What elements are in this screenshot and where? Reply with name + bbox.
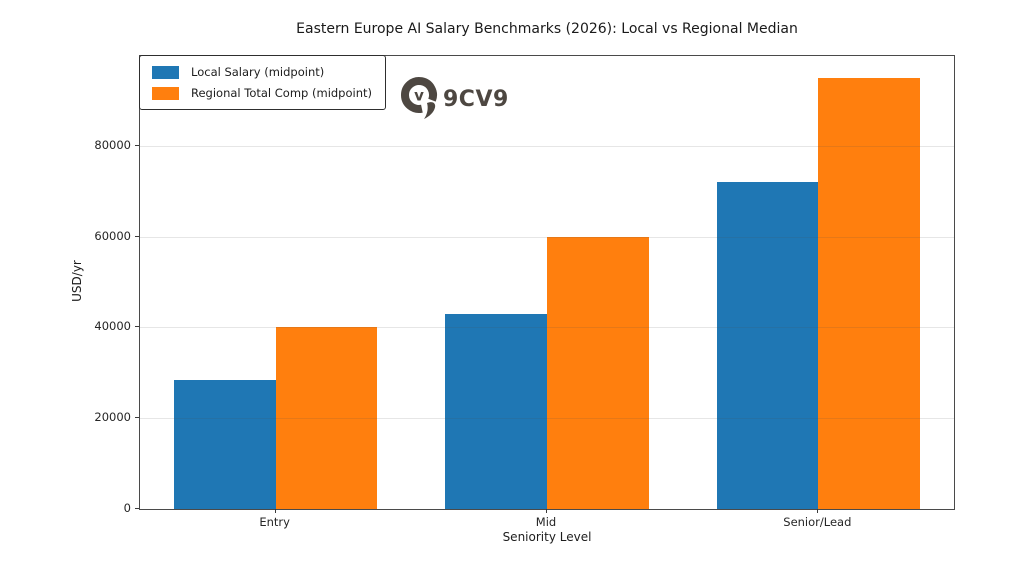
y-axis-label: USD/yr bbox=[70, 260, 84, 302]
legend-swatch-1 bbox=[152, 86, 179, 100]
y-tick-mark-0 bbox=[135, 508, 139, 509]
legend-row-0: Local Salary (midpoint) bbox=[152, 65, 372, 79]
x-tick-mark-1 bbox=[546, 509, 547, 513]
y-tick-label-80000: 80000 bbox=[94, 137, 131, 152]
y-tick-label-20000: 20000 bbox=[94, 410, 131, 425]
bar-series0-mid bbox=[445, 313, 547, 509]
svg-text:v: v bbox=[414, 87, 424, 105]
brand-logo-icon: v bbox=[401, 77, 437, 119]
x-tick-mark-2 bbox=[817, 509, 819, 513]
brand-logo-text: 9CV9 bbox=[443, 86, 509, 112]
bar-series1-entry bbox=[275, 327, 378, 509]
chart-title: Eastern Europe AI Salary Benchmarks (202… bbox=[296, 21, 798, 37]
legend-label-1: Regional Total Comp (midpoint) bbox=[191, 86, 373, 100]
gridline-20000 bbox=[140, 418, 954, 420]
bar-series1-senior-lead bbox=[818, 77, 921, 509]
gridline-60000 bbox=[140, 236, 954, 238]
y-tick-mark-80000 bbox=[135, 144, 139, 146]
y-tick-label-40000: 40000 bbox=[94, 319, 131, 334]
plot-area: Local Salary (midpoint) Regional Total Co… bbox=[139, 55, 955, 510]
legend-label-0: Local Salary (midpoint) bbox=[191, 65, 325, 79]
legend: Local Salary (midpoint) Regional Total Co… bbox=[139, 55, 387, 110]
x-tick-label-0: Entry bbox=[259, 515, 290, 529]
legend-swatch-0 bbox=[152, 65, 179, 79]
brand-watermark: v 9CV9 bbox=[400, 76, 509, 122]
bar-series1-mid bbox=[547, 236, 649, 509]
y-tick-label-0: 0 bbox=[123, 501, 131, 515]
legend-row-1: Regional Total Comp (midpoint) bbox=[152, 86, 372, 100]
bar-series0-senior-lead bbox=[716, 182, 819, 509]
x-tick-mark-0 bbox=[274, 509, 276, 513]
y-tick-mark-40000 bbox=[135, 326, 139, 328]
bar-series0-entry bbox=[173, 379, 276, 509]
y-tick-mark-20000 bbox=[135, 417, 139, 419]
x-axis-label: Seniority Level bbox=[502, 530, 592, 544]
y-tick-mark-60000 bbox=[135, 235, 139, 237]
gridline-40000 bbox=[140, 327, 954, 329]
x-tick-label-2: Senior/Lead bbox=[783, 515, 852, 529]
y-tick-label-60000: 60000 bbox=[94, 228, 131, 243]
gridline-80000 bbox=[140, 145, 954, 147]
x-tick-label-1: Mid bbox=[535, 515, 557, 529]
